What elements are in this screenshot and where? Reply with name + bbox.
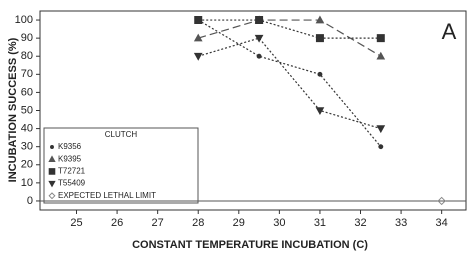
- marker: [315, 15, 325, 24]
- legend-marker: [48, 168, 56, 175]
- x-tick-label: 29: [233, 217, 245, 229]
- legend-label: K9356: [58, 142, 82, 151]
- legend-box: [43, 127, 199, 204]
- legend-marker: [48, 192, 56, 200]
- y-tick-label: 70: [21, 68, 33, 80]
- x-tick-label: 31: [314, 217, 326, 229]
- y-tick-label: 90: [21, 32, 33, 44]
- y-tick-label: 80: [21, 50, 33, 62]
- y-tick-label: 100: [15, 14, 33, 26]
- marker: [193, 33, 203, 42]
- legend-label: T72721: [58, 167, 86, 176]
- marker: [315, 34, 324, 43]
- y-tick-label: 30: [21, 141, 33, 153]
- marker: [194, 16, 203, 25]
- x-tick-label: 34: [436, 217, 448, 229]
- x-tick-label: 30: [273, 217, 285, 229]
- legend-label: K9395: [58, 154, 82, 163]
- marker: [193, 52, 203, 61]
- marker: [437, 196, 446, 206]
- x-tick-label: 26: [111, 217, 123, 229]
- y-tick-label: 0: [27, 195, 33, 207]
- x-tick-label: 27: [152, 217, 164, 229]
- series-line: [197, 19, 382, 148]
- marker: [376, 125, 386, 134]
- legend-label: EXPECTED LETHAL LIMIT: [58, 191, 156, 200]
- legend-label: T55409: [58, 179, 86, 188]
- x-tick-label: 33: [395, 217, 407, 229]
- y-tick-label: 60: [21, 86, 33, 98]
- marker: [376, 34, 385, 43]
- series-line: [198, 37, 381, 130]
- y-tick-label: 50: [21, 104, 33, 116]
- marker: [317, 71, 323, 77]
- marker: [376, 51, 386, 60]
- x-axis-label: CONSTANT TEMPERATURE INCUBATION (C): [132, 239, 368, 251]
- legend-marker: [48, 155, 56, 162]
- marker: [315, 107, 325, 116]
- series-line: [198, 19, 381, 39]
- x-tick-label: 25: [70, 217, 82, 229]
- marker: [378, 144, 384, 150]
- x-tick-label: 28: [192, 217, 204, 229]
- marker: [256, 53, 262, 59]
- legend-marker: [48, 180, 56, 188]
- y-tick-label: 10: [21, 177, 33, 189]
- series-line: [198, 19, 382, 57]
- x-tick-label: 32: [354, 217, 366, 229]
- legend-marker: [50, 145, 54, 149]
- panel-label: A: [442, 19, 457, 44]
- y-axis-label: INCUBATION SUCCESS (%): [7, 37, 19, 182]
- marker: [254, 34, 264, 43]
- marker: [255, 16, 264, 25]
- legend-title: CLUTCH: [105, 130, 138, 139]
- y-tick-label: 40: [21, 122, 33, 134]
- y-tick-label: 20: [21, 159, 33, 171]
